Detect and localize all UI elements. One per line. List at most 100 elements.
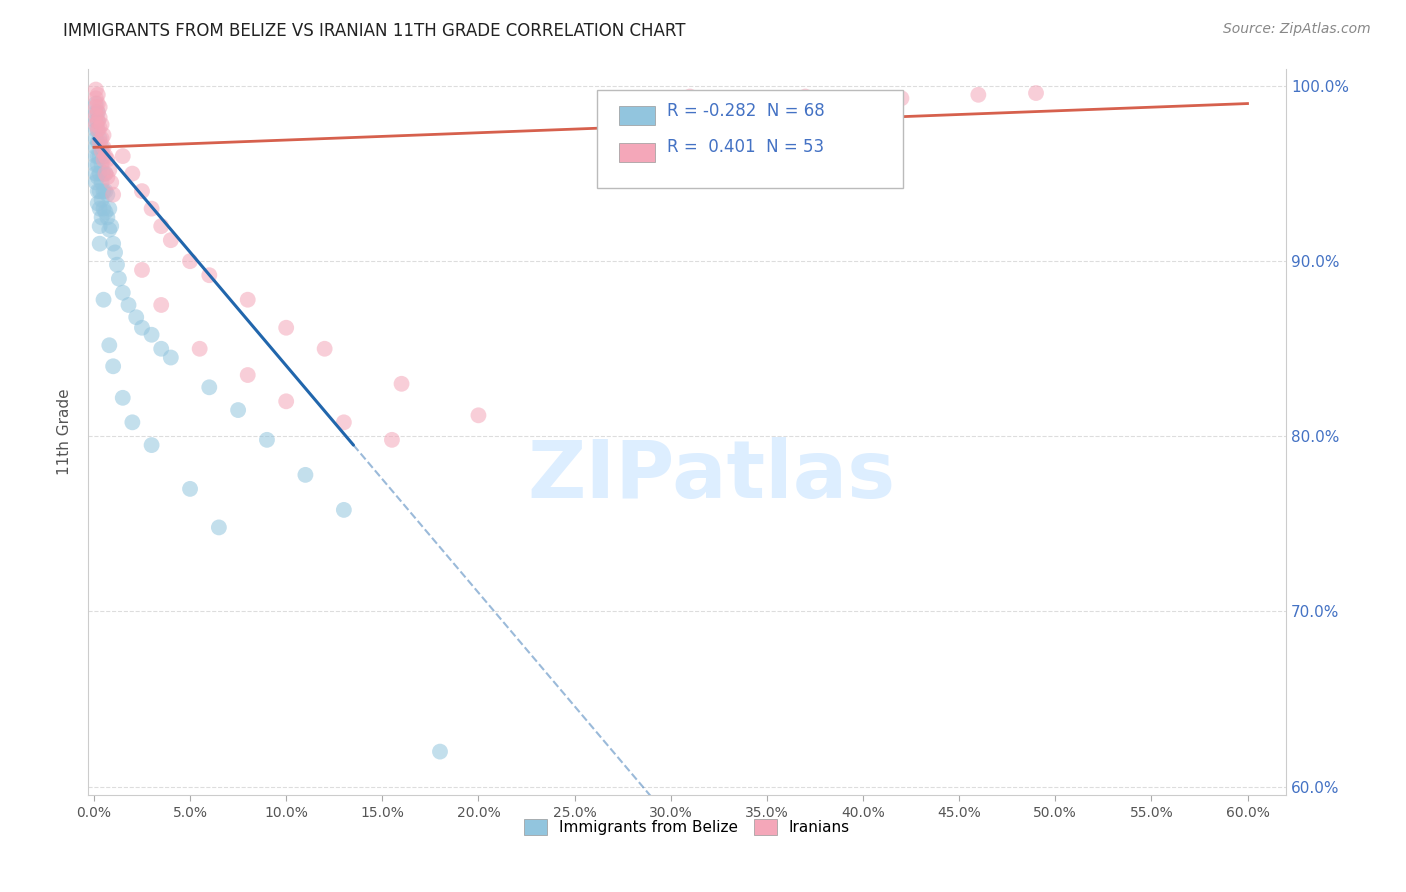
Point [111,285,134,300]
Point [93,149,115,163]
Point [84,109,107,123]
Point [101,236,124,251]
Point [141,438,163,452]
Point [314,342,336,356]
Point [84,118,107,132]
Point [84,82,107,96]
Point [87,87,110,102]
Point [100,175,122,189]
Point [89,167,111,181]
Point [87,114,110,128]
Point [84,131,107,145]
Point [87,105,110,120]
Point [89,135,111,149]
Point [188,342,211,356]
Point [98,338,121,352]
Point [87,170,110,185]
Point [226,403,249,417]
Point [890,91,912,105]
Point [381,433,404,447]
Point [100,219,122,234]
Point [1025,86,1047,100]
Point [276,394,298,409]
Point [90,175,112,189]
Point [198,380,221,394]
Point [84,158,107,172]
Point [121,415,143,429]
Point [96,170,118,185]
Point [159,351,181,365]
Point [89,100,111,114]
Point [89,219,111,234]
Point [87,135,110,149]
Point [87,184,110,198]
Point [94,205,117,219]
Point [467,409,489,423]
Point [93,153,115,167]
Text: Source: ZipAtlas.com: Source: ZipAtlas.com [1223,22,1371,37]
FancyBboxPatch shape [619,106,655,125]
Point [84,140,107,154]
Point [93,202,115,216]
Point [90,131,112,145]
Point [117,298,139,312]
Point [96,211,118,225]
Point [236,293,259,307]
Point [96,153,118,167]
Point [84,123,107,137]
Point [94,167,117,181]
Point [89,131,111,145]
Point [429,745,451,759]
Point [679,89,702,103]
Point [84,175,107,189]
Point [111,149,134,163]
Point [131,320,153,334]
Point [87,158,110,172]
Point [150,298,173,312]
Point [141,327,163,342]
Point [236,368,259,382]
Point [333,415,356,429]
Point [208,520,231,534]
Point [90,158,112,172]
Point [90,118,112,132]
Point [84,96,107,111]
Point [93,140,115,154]
Point [111,391,134,405]
Point [198,268,221,283]
Point [179,482,201,496]
Point [391,376,413,391]
Point [90,193,112,207]
Point [105,258,128,272]
Point [87,114,110,128]
Point [87,123,110,137]
Legend: Immigrants from Belize, Iranians: Immigrants from Belize, Iranians [524,819,849,835]
Text: R = -0.282  N = 68: R = -0.282 N = 68 [666,102,824,120]
Point [150,219,173,234]
Point [104,245,127,260]
Point [967,87,990,102]
Point [98,163,121,178]
Point [84,114,107,128]
Point [131,263,153,277]
Point [87,105,110,120]
Text: IMMIGRANTS FROM BELIZE VS IRANIAN 11TH GRADE CORRELATION CHART: IMMIGRANTS FROM BELIZE VS IRANIAN 11TH G… [63,22,686,40]
Point [101,359,124,374]
Point [98,222,121,236]
Y-axis label: 11th Grade: 11th Grade [58,389,72,475]
FancyBboxPatch shape [598,90,903,188]
Point [87,149,110,163]
Point [256,433,278,447]
Point [89,236,111,251]
Point [84,167,107,181]
Point [125,310,148,325]
Point [89,202,111,216]
Point [108,271,131,285]
Point [794,89,817,103]
Point [832,93,855,107]
Point [89,149,111,163]
Point [333,503,356,517]
Point [93,293,115,307]
Text: ZIPatlas: ZIPatlas [527,436,896,515]
FancyBboxPatch shape [619,143,655,161]
